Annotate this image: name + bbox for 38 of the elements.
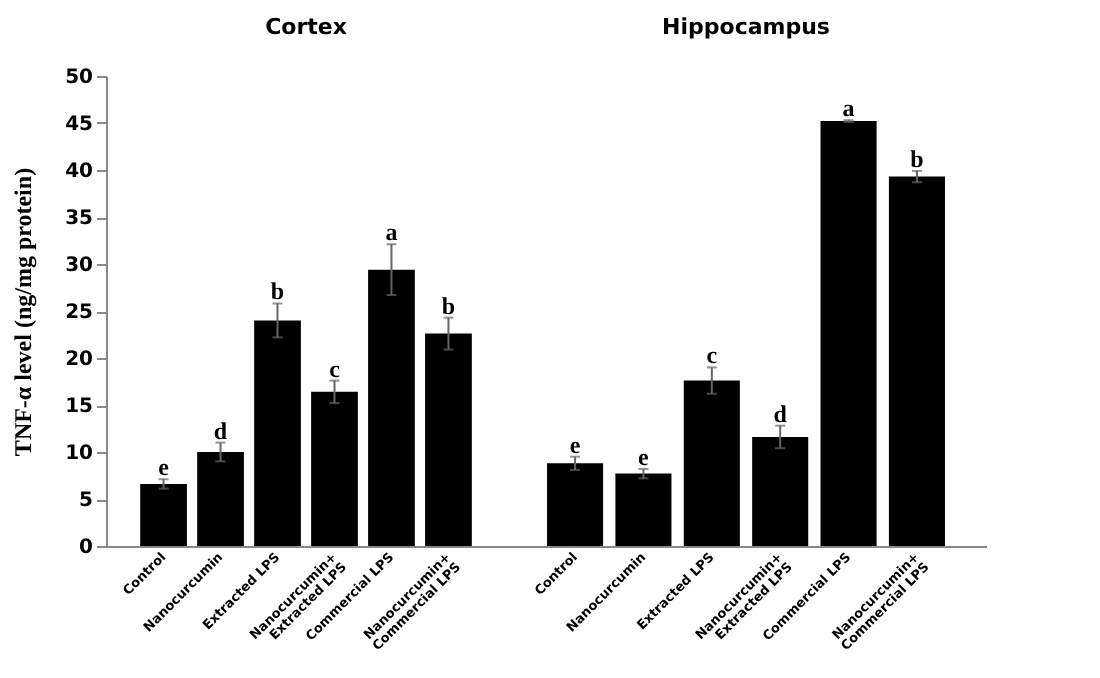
y-tick-label: 25	[65, 302, 94, 324]
bar	[311, 391, 358, 546]
chart-title: Hippocampus	[662, 14, 831, 40]
y-tick-label: 45	[65, 114, 94, 136]
data-label: b	[910, 144, 925, 173]
data-label: a	[385, 218, 398, 247]
y-tick-label: 15	[65, 396, 94, 418]
bar	[615, 473, 672, 546]
bar	[425, 333, 472, 546]
bar	[197, 452, 244, 546]
y-tick-label: 50	[65, 67, 94, 89]
data-label: c	[329, 354, 342, 383]
data-label: e	[569, 430, 582, 459]
bar	[820, 121, 877, 546]
data-label: b	[270, 277, 285, 306]
y-tick-label: 0	[79, 537, 94, 559]
y-tick-label: 20	[65, 349, 94, 371]
bar	[752, 436, 809, 546]
data-label: d	[773, 399, 788, 428]
bar	[547, 463, 604, 546]
y-tick-label: 35	[65, 208, 94, 230]
bar	[254, 320, 301, 546]
bar	[368, 269, 415, 546]
y-tick-label: 5	[79, 490, 94, 512]
bar	[888, 176, 945, 546]
bar	[683, 380, 740, 546]
y-tick-label: 40	[65, 161, 94, 183]
data-label: e	[638, 442, 651, 471]
y-axis-title: TNF-α level (ng/mg protein)	[9, 167, 38, 457]
data-label: a	[842, 94, 855, 123]
bar	[140, 483, 187, 546]
y-tick-label: 10	[65, 443, 94, 465]
data-label: c	[706, 341, 719, 370]
data-label: b	[441, 291, 456, 320]
chart-title: Cortex	[265, 14, 347, 40]
data-label: e	[158, 453, 171, 482]
y-tick-label: 30	[65, 255, 94, 277]
data-label: d	[213, 416, 228, 445]
